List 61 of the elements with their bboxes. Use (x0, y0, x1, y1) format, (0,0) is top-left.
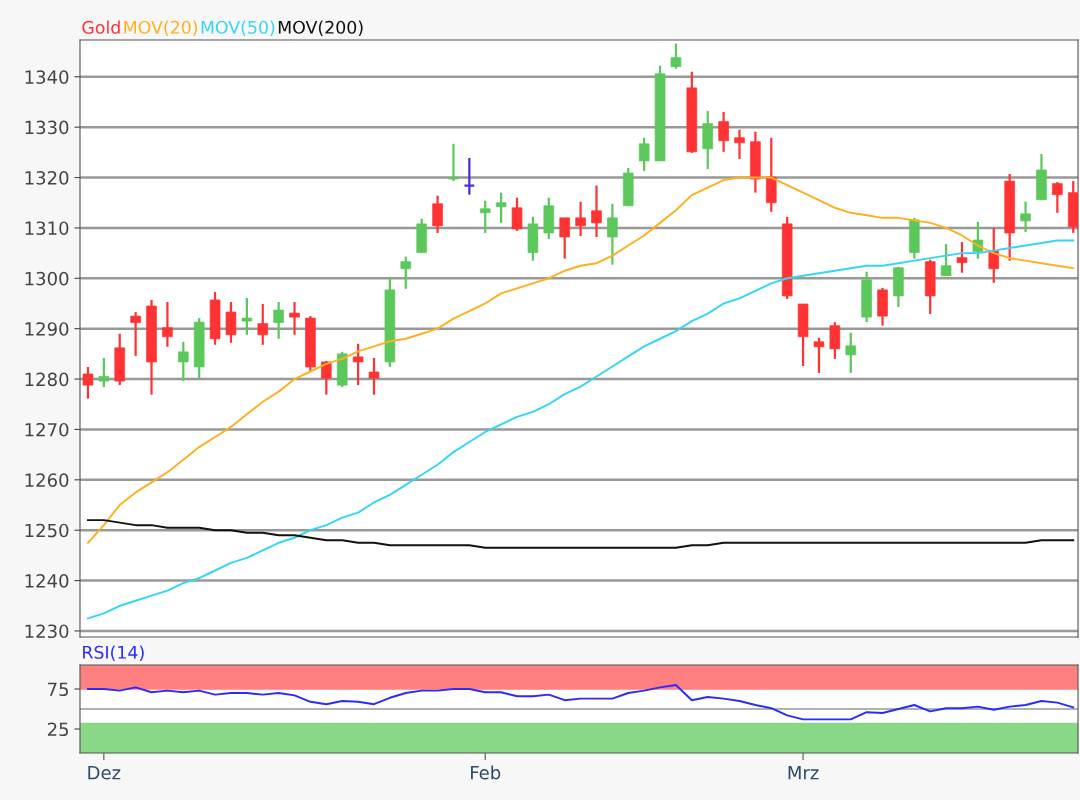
line-series (86, 519, 1075, 549)
candlestick (241, 296, 253, 336)
y-tick-label: 1270 (25, 422, 69, 437)
text: Gold (82, 20, 120, 34)
candlestick (813, 336, 825, 375)
y-tick-label: 1310 (25, 221, 69, 236)
candlestick (400, 255, 412, 290)
candlestick (448, 142, 459, 183)
candlestick (82, 365, 94, 400)
line-series (86, 176, 1075, 544)
candlestick (178, 340, 189, 383)
candlestick (1020, 200, 1031, 234)
candlestick (638, 136, 650, 173)
y-tick-label: 75 (48, 682, 69, 697)
candlestick (479, 199, 491, 235)
y-tick-label: 1290 (25, 322, 69, 336)
candlestick (591, 184, 602, 239)
y-tick-label: 1340 (25, 70, 69, 84)
y-tick-label: 1230 (25, 624, 69, 639)
candlestick (1052, 180, 1063, 214)
candlestick (463, 156, 476, 196)
y-tick-label: 1320 (25, 171, 69, 185)
candlestick (368, 356, 380, 396)
candlestick (607, 202, 618, 266)
candlestick (495, 191, 507, 224)
y-tick-label: 1260 (25, 473, 69, 487)
text: MOV(20) (124, 20, 198, 36)
candlestick (559, 216, 570, 260)
x-tick-label: Feb (471, 765, 501, 780)
candlestick (940, 242, 952, 277)
y-tick-label: 1240 (25, 574, 69, 588)
candlestick (273, 300, 284, 340)
candlestick (829, 321, 841, 361)
candlestick (511, 196, 523, 233)
line-series (86, 684, 1075, 721)
candlestick (289, 300, 300, 336)
candlestick (956, 240, 968, 274)
y-tick-label: 1280 (25, 372, 69, 387)
y-tick-label: 25 (47, 722, 69, 737)
y-tick-label: 1250 (25, 523, 69, 538)
candlestick (845, 331, 857, 375)
text: MOV(50) (201, 20, 275, 36)
line-series (86, 239, 1075, 620)
candlestick (352, 342, 364, 387)
series-label: RSI(14) (83, 645, 144, 661)
candlestick (98, 356, 110, 389)
candlestick (225, 300, 237, 344)
candlestick (130, 310, 141, 357)
candlestick (670, 42, 682, 70)
candlestick (734, 128, 745, 161)
text: MOV(200) (278, 20, 363, 36)
x-tick-label: Dez (88, 766, 121, 780)
y-tick-label: 1330 (25, 120, 69, 135)
candlestick (575, 200, 586, 238)
candlestick (162, 300, 173, 348)
candlestick (432, 194, 443, 235)
candlestick (718, 110, 729, 153)
candlestick (988, 226, 1000, 284)
candlestick (257, 302, 269, 346)
y-tick-label: 1300 (25, 271, 69, 286)
x-tick-label: Mrz (788, 766, 819, 780)
